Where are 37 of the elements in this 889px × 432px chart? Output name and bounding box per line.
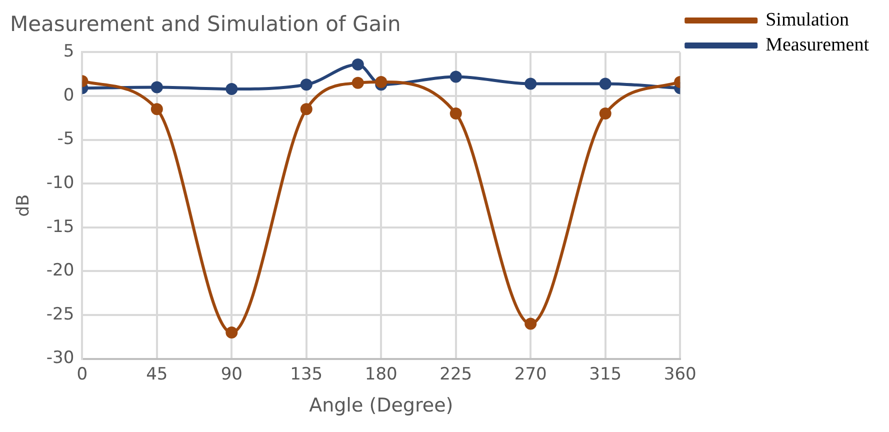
point — [375, 76, 388, 88]
y-tick-label: -20 — [46, 260, 74, 281]
x-tick-label: 45 — [146, 364, 168, 384]
point — [352, 76, 364, 89]
y-tick-label: -10 — [46, 173, 74, 194]
x-tick-label: 360 — [664, 364, 696, 384]
point — [352, 58, 364, 70]
point — [300, 103, 312, 116]
x-tick-label: 315 — [589, 364, 622, 384]
y-tick-label: 5 — [63, 42, 74, 62]
point — [524, 78, 537, 90]
legend-label: Simulation — [766, 9, 850, 30]
y-tick-label: -5 — [57, 129, 74, 150]
x-tick-label: 270 — [514, 364, 547, 384]
point — [599, 78, 612, 90]
y-tick-label: 0 — [63, 85, 74, 106]
point — [450, 108, 462, 120]
point — [599, 108, 612, 120]
y-axis-title: dB — [14, 194, 34, 217]
x-tick-label: 225 — [440, 364, 472, 384]
point — [226, 82, 238, 95]
point — [300, 78, 312, 91]
point — [226, 326, 238, 339]
y-tick-label: -15 — [46, 216, 74, 237]
point — [524, 318, 537, 330]
x-axis-title: Angle (Degree) — [309, 394, 454, 417]
x-tick-label: 180 — [364, 364, 398, 384]
y-tick-label: -25 — [46, 304, 74, 324]
x-tick-label: 135 — [290, 364, 323, 384]
x-tick-label: 90 — [220, 364, 242, 384]
y-tick-label: -30 — [46, 348, 74, 368]
chart-title: Measurement and Simulation of Gain — [10, 12, 401, 36]
point — [450, 70, 462, 83]
point — [150, 103, 163, 116]
legend-label: Measurement — [766, 34, 870, 56]
x-tick-label: 0 — [76, 364, 88, 384]
point — [150, 81, 163, 94]
